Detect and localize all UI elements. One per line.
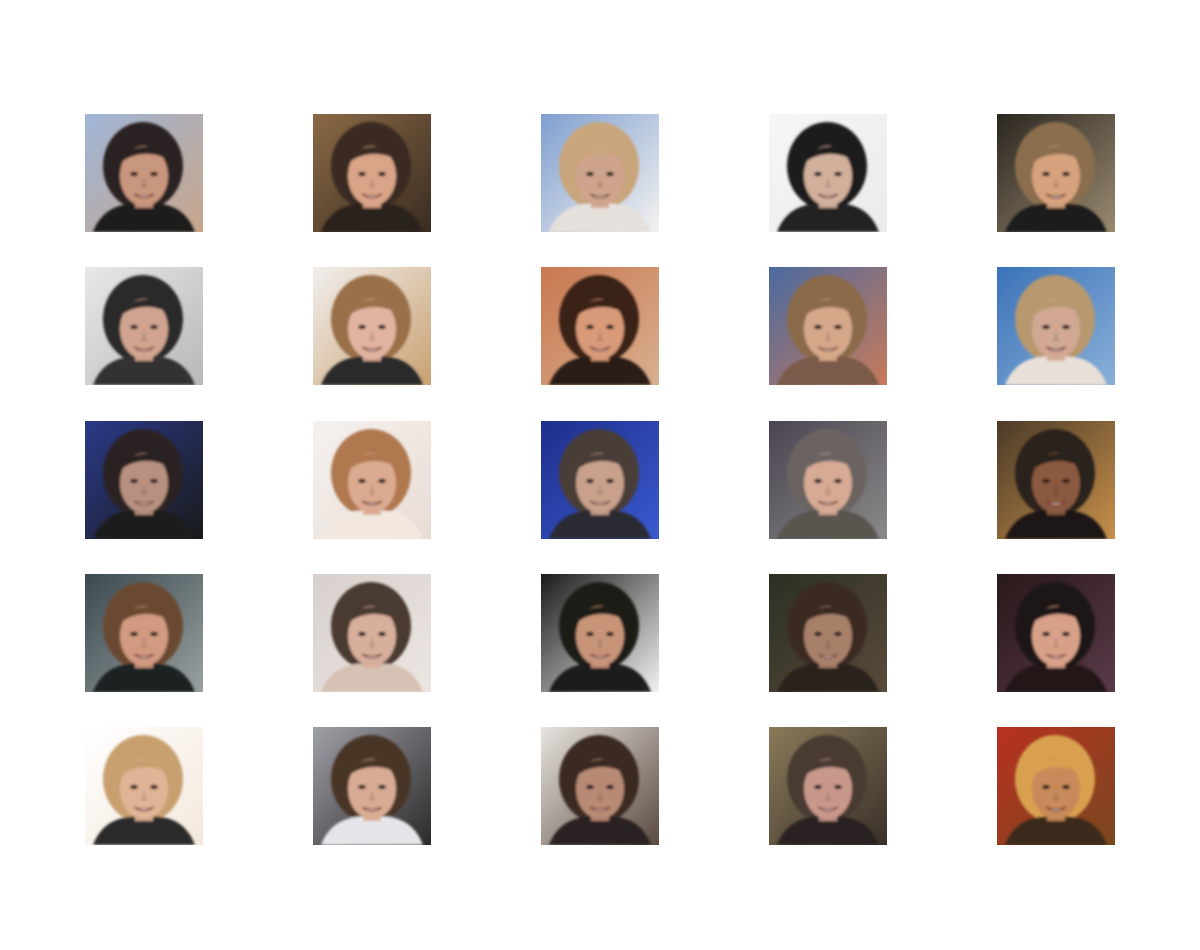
sample-image-grid: [85, 114, 1115, 845]
face-sample-image: [85, 421, 203, 539]
face-sample-image: [769, 574, 887, 692]
face-sample-image: [769, 727, 887, 845]
face-sample-image: [997, 114, 1115, 232]
face-sample-image: [85, 574, 203, 692]
face-sample-image: [85, 727, 203, 845]
face-sample-image: [313, 114, 431, 232]
face-sample-image: [313, 574, 431, 692]
face-sample-image: [313, 421, 431, 539]
face-sample-image: [997, 267, 1115, 385]
face-sample-image: [541, 727, 659, 845]
face-sample-image: [85, 267, 203, 385]
face-sample-image: [313, 727, 431, 845]
face-sample-image: [769, 267, 887, 385]
face-sample-image: [313, 267, 431, 385]
face-sample-image: [85, 114, 203, 232]
face-sample-image: [997, 574, 1115, 692]
face-sample-image: [541, 574, 659, 692]
face-sample-image: [541, 114, 659, 232]
face-sample-image: [541, 421, 659, 539]
face-sample-image: [541, 267, 659, 385]
face-sample-image: [769, 114, 887, 232]
face-sample-image: [997, 421, 1115, 539]
face-sample-image: [997, 727, 1115, 845]
face-sample-image: [769, 421, 887, 539]
